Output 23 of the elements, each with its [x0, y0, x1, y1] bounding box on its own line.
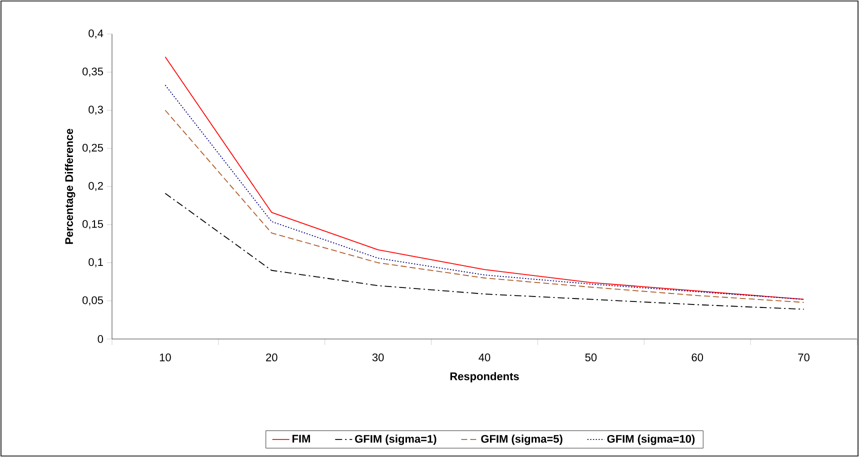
x-tick-label: 50 — [585, 354, 597, 362]
y-tick-label: 0,4 — [88, 29, 104, 39]
y-tick-label: 0,2 — [88, 182, 103, 192]
y-tick-label: 0,35 — [82, 68, 104, 77]
y-tick-label: 0,1 — [88, 258, 103, 268]
x-tick-label: 30 — [372, 354, 384, 362]
x-axis-title: Respondents — [450, 372, 519, 382]
legend-label: GFIM (sigma=1) — [355, 434, 436, 445]
line-series — [164, 192, 804, 310]
y-tick-label: 0,15 — [82, 220, 104, 230]
y-tick-label: 0,05 — [82, 296, 104, 306]
y-tick-label: 0 — [98, 335, 104, 343]
x-tick-label: 40 — [478, 354, 490, 362]
x-tick-label: 70 — [798, 354, 810, 362]
legend-label: GFIM (sigma=5) — [481, 434, 562, 445]
y-tick-label: 0,3 — [88, 106, 104, 115]
x-tick-label: 60 — [692, 354, 704, 362]
x-tick-label: 20 — [266, 354, 278, 362]
y-axis-title: Percentage Difference — [64, 128, 76, 244]
legend-label: GFIM (sigma=10) — [607, 434, 695, 445]
y-tick-label: 0,25 — [82, 144, 104, 153]
x-tick-label: 10 — [160, 354, 171, 362]
legend-label: FIM — [292, 434, 310, 442]
